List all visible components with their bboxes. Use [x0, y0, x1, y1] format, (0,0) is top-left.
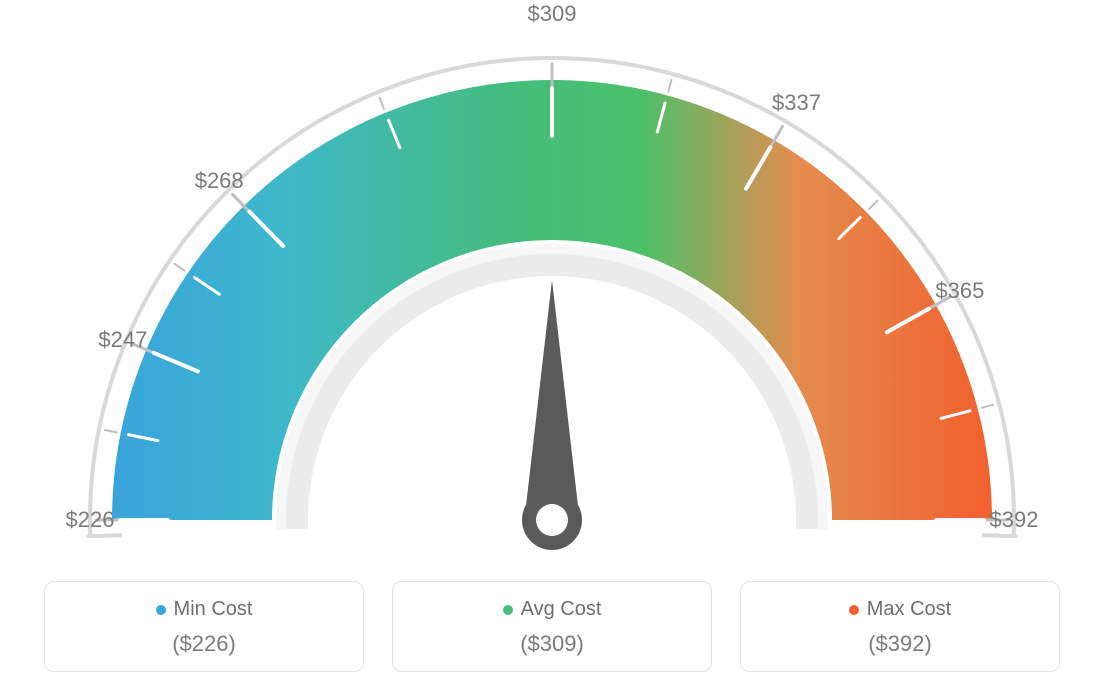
legend-avg-label: Avg Cost: [521, 598, 602, 621]
gauge-tick-label: $365: [935, 278, 984, 304]
legend-min-value: ($226): [45, 631, 363, 657]
legend-min-title: Min Cost: [156, 598, 253, 621]
legend-max-label: Max Cost: [867, 598, 951, 621]
gauge-tick-label: $226: [66, 507, 115, 533]
gauge-area: $226 $247 $268 $309 $337 $365 $392: [0, 0, 1104, 560]
legend-max-title: Max Cost: [849, 598, 951, 621]
legend-max-value: ($392): [741, 631, 1059, 657]
cost-gauge-widget: $226 $247 $268 $309 $337 $365 $392 Min Cost ($…: [0, 0, 1104, 690]
gauge-tick-label: $392: [990, 507, 1039, 533]
gauge-tick-label: $337: [772, 90, 821, 116]
legend-min-label: Min Cost: [174, 598, 253, 621]
legend-row: Min Cost ($226) Avg Cost ($309) Max Cost…: [0, 581, 1104, 672]
legend-avg-title: Avg Cost: [503, 598, 602, 621]
gauge-tick-label: $309: [528, 1, 577, 27]
legend-avg-box: Avg Cost ($309): [392, 581, 712, 672]
legend-avg-value: ($309): [393, 631, 711, 657]
legend-max-box: Max Cost ($392): [740, 581, 1060, 672]
gauge-tick-label: $247: [98, 327, 147, 353]
legend-min-box: Min Cost ($226): [44, 581, 364, 672]
gauge-tick-label: $268: [195, 168, 244, 194]
legend-min-dot: [156, 605, 166, 615]
legend-avg-dot: [503, 605, 513, 615]
legend-max-dot: [849, 605, 859, 615]
